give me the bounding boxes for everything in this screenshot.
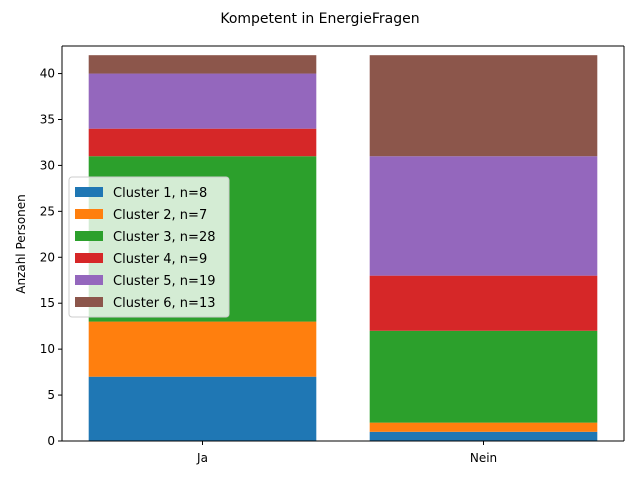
legend-swatch-cluster-3 bbox=[75, 231, 103, 241]
legend-label-cluster-3: Cluster 3, n=28 bbox=[113, 230, 215, 245]
y-tick-label: 25 bbox=[40, 204, 55, 218]
legend-label-cluster-5: Cluster 5, n=19 bbox=[113, 274, 215, 289]
chart-title: Kompetent in EnergieFragen bbox=[220, 11, 419, 27]
y-tick-label: 15 bbox=[40, 296, 55, 310]
bar-segment-nein-cluster-1 bbox=[369, 431, 598, 441]
y-axis-label: Anzahl Personen bbox=[14, 194, 28, 294]
bar-segment-nein-cluster-6 bbox=[369, 55, 598, 157]
legend-swatch-cluster-4 bbox=[75, 253, 103, 263]
legend-swatch-cluster-6 bbox=[75, 297, 103, 307]
bar-segment-nein-cluster-4 bbox=[369, 275, 598, 331]
y-tick-label: 5 bbox=[47, 388, 55, 402]
bar-segment-ja-cluster-2 bbox=[88, 321, 317, 377]
y-tick-label: 40 bbox=[40, 67, 55, 81]
legend-swatch-cluster-2 bbox=[75, 209, 103, 219]
y-tick-label: 35 bbox=[40, 112, 55, 126]
y-tick-label: 0 bbox=[47, 434, 55, 448]
y-tick-label: 10 bbox=[40, 342, 55, 356]
bar-segment-nein-cluster-3 bbox=[369, 330, 598, 423]
bar-segment-ja-cluster-5 bbox=[88, 73, 317, 129]
bar-segment-ja-cluster-1 bbox=[88, 376, 317, 441]
legend-label-cluster-4: Cluster 4, n=9 bbox=[113, 252, 207, 267]
legend-label-cluster-2: Cluster 2, n=7 bbox=[113, 208, 207, 223]
x-tick-label: Ja bbox=[196, 451, 208, 465]
bar-segment-nein-cluster-2 bbox=[369, 422, 598, 432]
legend-label-cluster-1: Cluster 1, n=8 bbox=[113, 186, 207, 201]
axes-group: 0 5 10 15 20 25 30 35 40 Ja Nein bbox=[40, 45, 625, 465]
bar-segment-ja-cluster-6 bbox=[88, 55, 317, 74]
y-tick-label: 30 bbox=[40, 158, 55, 172]
bars-group bbox=[88, 55, 598, 441]
bar-segment-ja-cluster-4 bbox=[88, 128, 317, 157]
legend-label-cluster-6: Cluster 6, n=13 bbox=[113, 296, 215, 311]
bar-segment-nein-cluster-5 bbox=[369, 156, 598, 276]
y-tick-label: 20 bbox=[40, 250, 55, 264]
legend: Cluster 1, n=8 Cluster 2, n=7 Cluster 3, n… bbox=[68, 176, 230, 318]
x-tick-label: Nein bbox=[470, 451, 497, 465]
legend-swatch-cluster-5 bbox=[75, 275, 103, 285]
legend-swatch-cluster-1 bbox=[75, 187, 103, 197]
legend-box bbox=[68, 176, 230, 318]
